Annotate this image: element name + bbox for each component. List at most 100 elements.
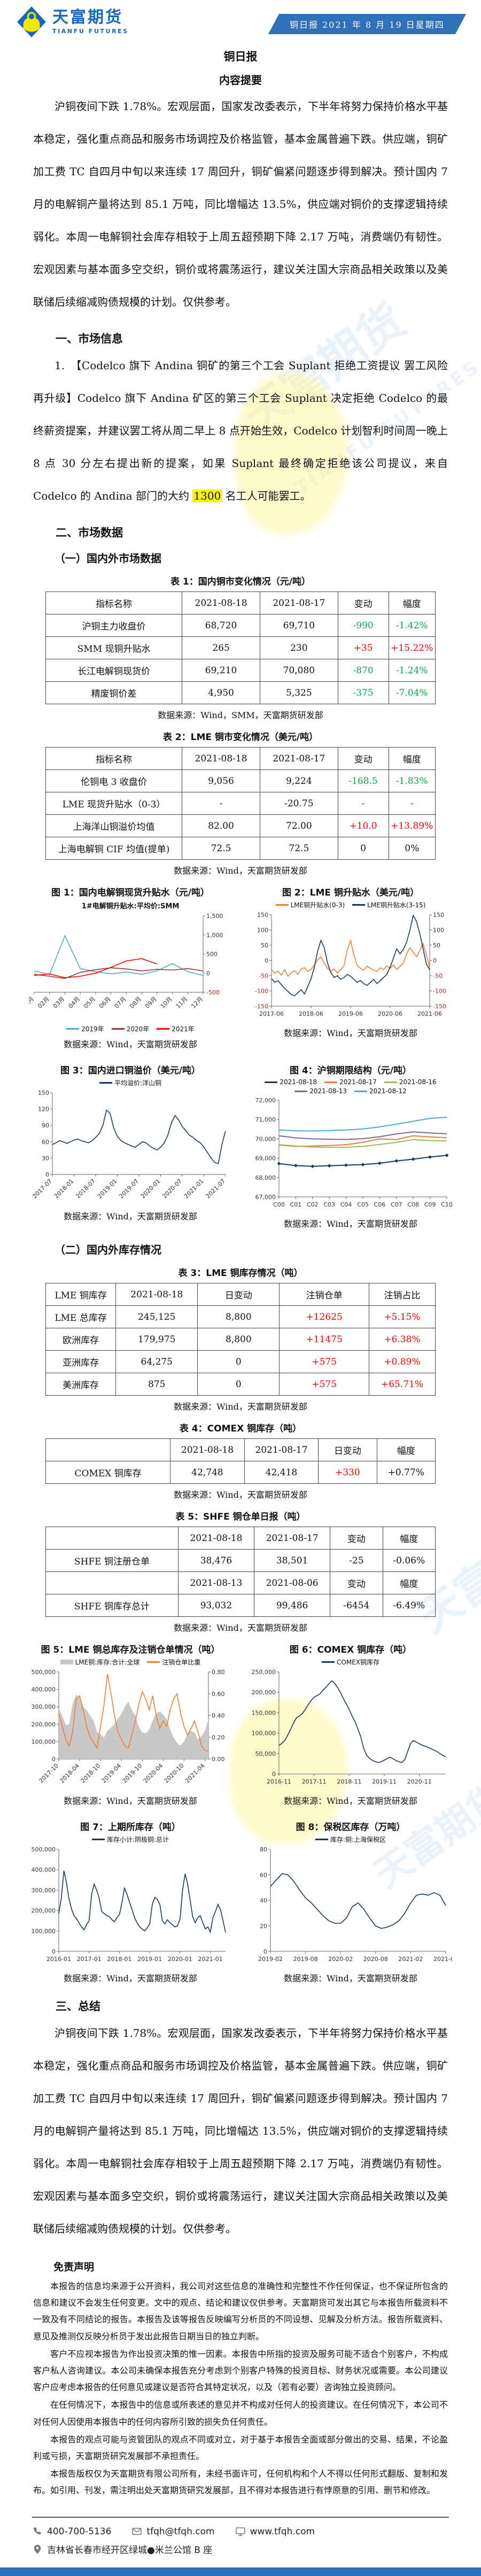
svg-text:90: 90 xyxy=(42,1122,49,1129)
table-cell: 38,476 xyxy=(177,1549,255,1572)
svg-text:2017-07: 2017-07 xyxy=(31,1178,53,1200)
table-cell: +6.38% xyxy=(369,1328,436,1351)
table-cell: 0% xyxy=(388,837,436,860)
table-cell: +15.22% xyxy=(388,636,436,659)
svg-text:01月: 01月 xyxy=(29,995,35,1010)
svg-text:0: 0 xyxy=(206,970,210,977)
svg-text:2020-07: 2020-07 xyxy=(161,1178,183,1200)
legend-swatch xyxy=(315,1839,328,1840)
svg-text:-100: -100 xyxy=(255,988,268,995)
table-cell: COMEX 铜库存 xyxy=(45,1461,171,1484)
figure-comex-inventory: 图 6：COMEX 铜库存（吨） COMEX铜库存 0 50,000 100,000 15… xyxy=(245,1636,456,1808)
legend-item: 2021-08-18 xyxy=(265,1078,317,1086)
table-cell xyxy=(45,1527,179,1550)
table-cell: 日变动 xyxy=(318,1438,377,1461)
svg-text:2020-08: 2020-08 xyxy=(363,1956,388,1963)
table-cell: -25 xyxy=(330,1549,383,1572)
svg-text:-150: -150 xyxy=(433,1003,446,1010)
data-table: 指标名称 2021-08-18 2021-08-17 变动 幅度 伦铜电 3 收盘价 9,0… xyxy=(45,747,436,860)
table-cell: 0 xyxy=(337,837,389,860)
svg-text:1,500: 1,500 xyxy=(206,913,223,920)
table-row: 指标名称 2021-08-18 2021-08-17 变动 幅度 xyxy=(45,747,436,770)
table-cell: 38,501 xyxy=(254,1549,331,1572)
table-cell: 变动 xyxy=(337,747,389,770)
data-source-note: 数据来源：Wind，天富期货研发部 xyxy=(174,1623,307,1633)
chart-svg: 0 100,000 200,000 300,000 400,000 500,000 2016… xyxy=(32,1846,226,1963)
chart-svg: 67,000 68,000 69,000 70,000 71,000 72,000 C00 C… xyxy=(255,1097,453,1208)
table-row: SHFE 铜库存总计 93,032 99,486 -6454 -6.49% xyxy=(45,1594,436,1617)
table-cell: 幅度 xyxy=(382,1527,436,1550)
table-cell: 指标名称 xyxy=(45,747,183,770)
svg-text:150: 150 xyxy=(433,912,444,919)
report-header: 天富期货 TIANFU FUTURES 铜日报 2021 年 8 月 19 日星… xyxy=(0,0,481,40)
table-cell: +0.89% xyxy=(369,1350,436,1373)
legend-item: 2021-08-16 xyxy=(384,1078,437,1086)
legend-item: LME铜升贴水(0-3) xyxy=(275,900,345,909)
table-cell: -6454 xyxy=(330,1594,383,1617)
footer-email[interactable]: tfqh@tfqh.com xyxy=(131,2526,215,2537)
svg-text:2020-01: 2020-01 xyxy=(139,1178,162,1200)
svg-text:2021-01: 2021-01 xyxy=(198,1956,223,1963)
svg-text:04月: 04月 xyxy=(67,995,81,1010)
svg-text:11月: 11月 xyxy=(175,995,189,1010)
disclaimer-paragraph: 本报告的信息均来源于公开资料，我公司对这些信息的准确性和完整性不作任何保证，也不… xyxy=(33,2281,448,2341)
svg-text:06月: 06月 xyxy=(98,995,112,1010)
table-cell: 72.5 xyxy=(182,837,260,860)
table-row: 长江电解铜现货价 69,210 70,080 -870 -1.24% xyxy=(45,659,436,682)
svg-text:0: 0 xyxy=(433,958,437,964)
table-cell: 长江电解铜现货价 xyxy=(45,659,183,682)
table-cell xyxy=(45,1438,171,1461)
footer-website-url: www.tfqh.com xyxy=(250,2526,315,2538)
svg-text:0.20: 0.20 xyxy=(212,1734,225,1741)
table-cell: 245,125 xyxy=(115,1305,198,1328)
svg-text:2018-10: 2018-10 xyxy=(80,1762,102,1785)
svg-text:-100: -100 xyxy=(433,988,446,995)
table-title: 表 3：LME 铜库存情况（吨） xyxy=(178,1268,303,1279)
svg-text:2020-01: 2020-01 xyxy=(168,1956,192,1963)
highlighted-number: 1300 xyxy=(192,489,222,502)
svg-text:60: 60 xyxy=(42,1139,49,1146)
email-icon xyxy=(132,2528,142,2535)
chart-legend: 2019年 2020年 2021年 xyxy=(25,1024,236,1033)
table-cell: 2021-08-17 xyxy=(254,1527,331,1550)
svg-text:C09: C09 xyxy=(424,1201,436,1208)
legend-item: 注销仓单比重 xyxy=(147,1657,200,1667)
svg-text:200,000: 200,000 xyxy=(32,1908,56,1915)
table-cell: 变动 xyxy=(330,1527,383,1550)
table-cell: 2021-08-18 xyxy=(182,747,260,770)
table-row: 亚洲库存 64,275 0 +575 +0.89% xyxy=(45,1350,436,1373)
table-cell: +0.77% xyxy=(376,1461,436,1484)
svg-text:2018-01: 2018-01 xyxy=(107,1956,131,1963)
svg-text:300,000: 300,000 xyxy=(32,1887,56,1894)
svg-text:2019-08: 2019-08 xyxy=(293,1956,318,1963)
legend-item: 库存:铜:上海保税区 xyxy=(315,1835,386,1844)
svg-text:69,000: 69,000 xyxy=(255,1155,276,1162)
disclaimer-paragraph: 在任何情况下，本报告中的信息或所表述的意见并不构成对任何人的投资建议。在任何情况… xyxy=(33,2400,448,2427)
table-cell: +5.15% xyxy=(369,1305,436,1328)
figure-title: 图 3：国内进口铜溢价（美元/吨） xyxy=(60,1065,200,1076)
footer-website[interactable]: www.tfqh.com xyxy=(235,2526,315,2537)
table-cell: +575 xyxy=(279,1350,370,1373)
svg-text:30: 30 xyxy=(42,1155,49,1162)
svg-text:2021-06: 2021-06 xyxy=(417,1010,442,1017)
data-source-note: 数据来源：Wind，天富期货研发部 xyxy=(284,1796,417,1806)
data-table: 2021-08-18 2021-08-17 变动 幅度 SHFE 铜注册仓单 38,476… xyxy=(45,1527,436,1617)
chart-legend: 库存小计:阴极铜:总计 xyxy=(25,1835,236,1844)
svg-text:C10: C10 xyxy=(441,1201,452,1208)
legend-item: LME铜升贴水(3-15) xyxy=(352,900,425,909)
table-block-lme-inventory: 表 3：LME 铜库存情况（吨） LME 铜库存 2021-08-18 日变动 注销仓单… xyxy=(0,1265,481,1412)
svg-text:C06: C06 xyxy=(374,1201,386,1208)
chart-legend: 平均溢价:洋山铜 xyxy=(25,1078,236,1087)
figure-title: 图 2：LME 铜升贴水（美元/吨） xyxy=(282,888,420,898)
chart-svg: 0 50,000 100,000 150,000 200,000 250,000 2016-… xyxy=(252,1669,446,1785)
table-block-lme-copper: 表 2：LME 铜市变化情况（美元/吨） 指标名称 2021-08-18 2021-0… xyxy=(0,729,481,876)
legend-swatch xyxy=(384,1081,397,1083)
table-cell: 0 xyxy=(197,1350,280,1373)
summary-heading: 内容提要 xyxy=(219,74,262,87)
svg-text:2017-01: 2017-01 xyxy=(77,1956,102,1963)
table-row: LME 现货升贴水（0-3） - -20.75- - xyxy=(45,792,436,815)
svg-text:0: 0 xyxy=(45,1171,49,1178)
legend-item: 2021-08-13 xyxy=(294,1087,347,1095)
table-cell: 82.00 xyxy=(182,814,260,837)
svg-text:68,000: 68,000 xyxy=(255,1174,276,1181)
